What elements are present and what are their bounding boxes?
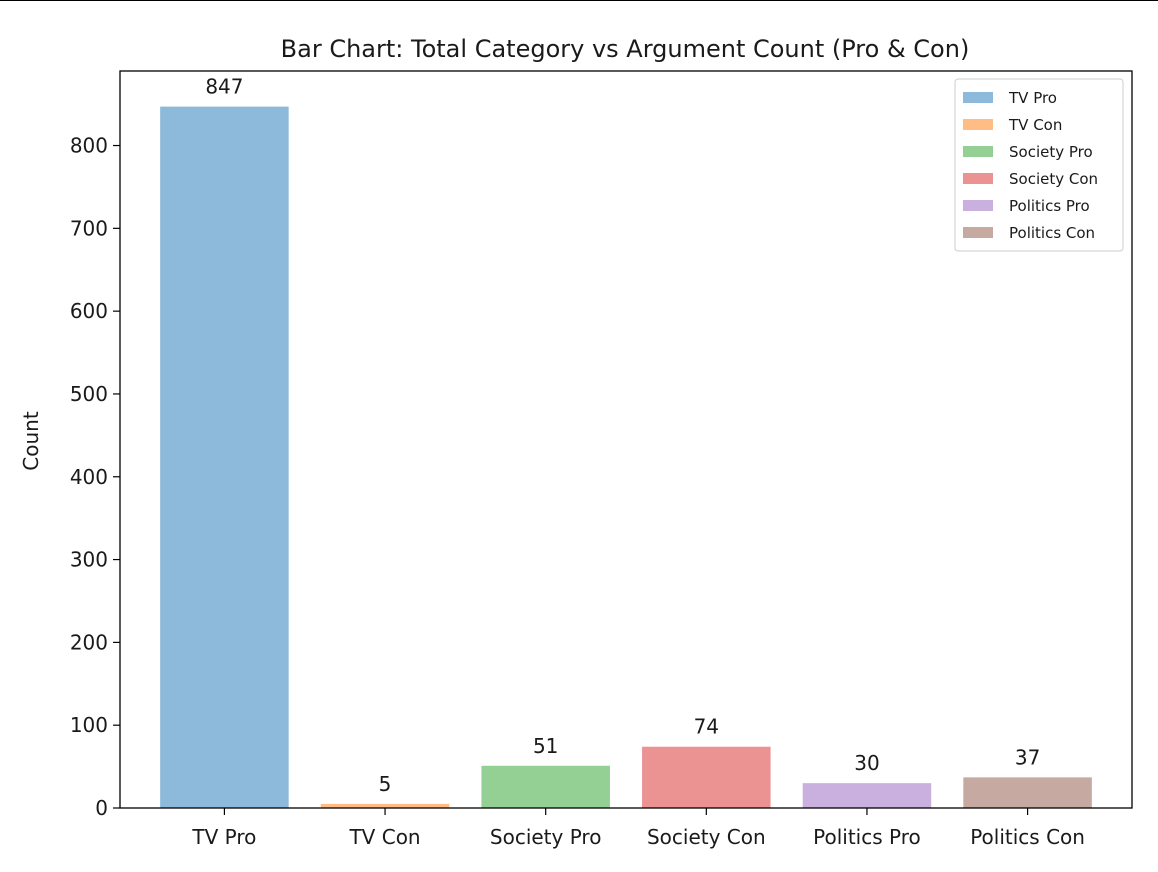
legend-swatch xyxy=(963,173,993,184)
plot-area: 847 TV Pro 5 TV Con 51 Society Pro 74 Society C… xyxy=(70,70,1133,849)
legend-entry: TV Pro xyxy=(1008,89,1057,107)
legend-swatch xyxy=(963,200,993,211)
bar-value-label: 51 xyxy=(533,734,558,758)
chart-title: Bar Chart: Total Category vs Argument Co… xyxy=(281,35,970,63)
y-tick-label: 0 xyxy=(95,796,108,820)
y-tick-label: 700 xyxy=(70,216,108,240)
bar-value-label: 847 xyxy=(205,75,243,99)
bar-politics-con xyxy=(963,777,1092,808)
legend-swatch xyxy=(963,227,993,238)
bar-value-label: 37 xyxy=(1015,745,1040,769)
x-tick-label: TV Pro xyxy=(191,825,256,849)
x-tick-label: TV Con xyxy=(348,825,420,849)
y-tick-label: 300 xyxy=(70,548,108,572)
y-tick-label: 500 xyxy=(70,382,108,406)
y-tick-label: 200 xyxy=(70,630,108,654)
legend-entry: Society Con xyxy=(1009,170,1098,188)
x-tick-label: Society Pro xyxy=(490,825,602,849)
legend-swatch xyxy=(963,92,993,103)
legend: TV Pro TV Con Society Pro Society Con Politi… xyxy=(954,78,1124,252)
bar-tv-con xyxy=(320,803,450,808)
y-tick-label: 600 xyxy=(70,299,108,323)
legend-swatch xyxy=(963,119,993,130)
legend-swatch xyxy=(963,146,993,157)
bar-society-con xyxy=(642,746,771,808)
bar-tv-pro xyxy=(160,106,289,809)
y-axis-label: Count xyxy=(19,411,43,471)
y-tick-label: 100 xyxy=(70,713,108,737)
y-tick-label: 400 xyxy=(70,465,108,489)
x-tick-label: Politics Pro xyxy=(813,825,921,849)
legend-entry: Society Pro xyxy=(1009,143,1093,161)
bar-politics-pro xyxy=(802,783,932,808)
bar-society-pro xyxy=(481,765,610,808)
legend-entry: Politics Con xyxy=(1009,224,1095,242)
x-tick-label: Politics Con xyxy=(970,825,1085,849)
legend-box xyxy=(954,78,1124,252)
legend-entry: Politics Pro xyxy=(1009,197,1090,215)
bar-value-label: 30 xyxy=(854,751,879,775)
legend-entry: TV Con xyxy=(1008,116,1062,134)
bar-value-label: 74 xyxy=(694,715,719,739)
x-tick-label: Society Con xyxy=(647,825,766,849)
bar-value-label: 5 xyxy=(379,772,392,796)
axes-frame xyxy=(119,70,1133,809)
y-tick-label: 800 xyxy=(70,134,108,158)
